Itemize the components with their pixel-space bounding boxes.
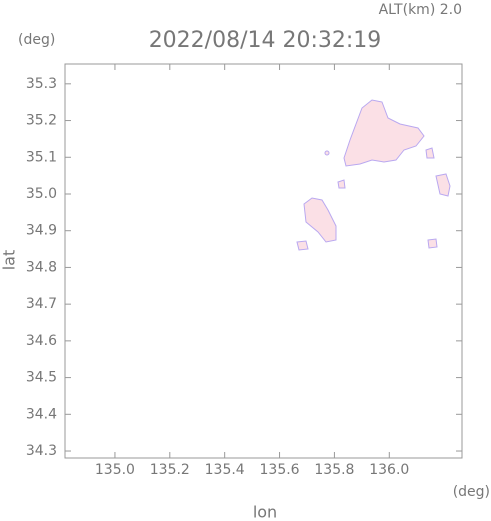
- plot-frame: [64, 63, 463, 459]
- y-axis-label: lat: [0, 250, 19, 271]
- x-unit: (deg): [453, 484, 490, 500]
- y-tick-label: 34.8: [26, 259, 57, 275]
- y-tick-label: 34.6: [26, 333, 57, 349]
- echo: [435, 173, 451, 197]
- echo: [337, 179, 346, 189]
- x-tick-label: 135.8: [314, 462, 354, 478]
- chart-title: 2022/08/14 20:32:19: [149, 28, 382, 53]
- y-unit: (deg): [18, 32, 55, 48]
- x-tick-label: 135.2: [150, 462, 190, 478]
- y-tick-label: 35.1: [26, 149, 57, 165]
- x-tick-label: 135.6: [260, 462, 300, 478]
- echo: [427, 238, 438, 249]
- y-tick-label: 35.3: [26, 76, 57, 92]
- y-tick-label: 34.7: [26, 296, 57, 312]
- y-tick-label: 34.9: [26, 223, 57, 239]
- y-tick-label: 35.0: [26, 186, 57, 202]
- echo: [425, 147, 435, 159]
- echo: [343, 99, 425, 167]
- echo: [303, 197, 337, 243]
- x-tick-label: 135.4: [205, 462, 245, 478]
- y-tick-label: 35.2: [26, 113, 57, 129]
- y-tick-label: 34.3: [26, 443, 57, 459]
- x-tick-label: 135.0: [95, 462, 135, 478]
- echo: [296, 240, 309, 251]
- x-tick-label: 136.0: [369, 462, 409, 478]
- y-tick-label: 34.5: [26, 370, 57, 386]
- echo: [324, 150, 330, 156]
- altitude-label: ALT(km) 2.0: [379, 2, 462, 18]
- y-tick-label: 34.4: [26, 406, 57, 422]
- radar-echoes: [296, 99, 451, 251]
- x-axis-label: lon: [253, 503, 277, 521]
